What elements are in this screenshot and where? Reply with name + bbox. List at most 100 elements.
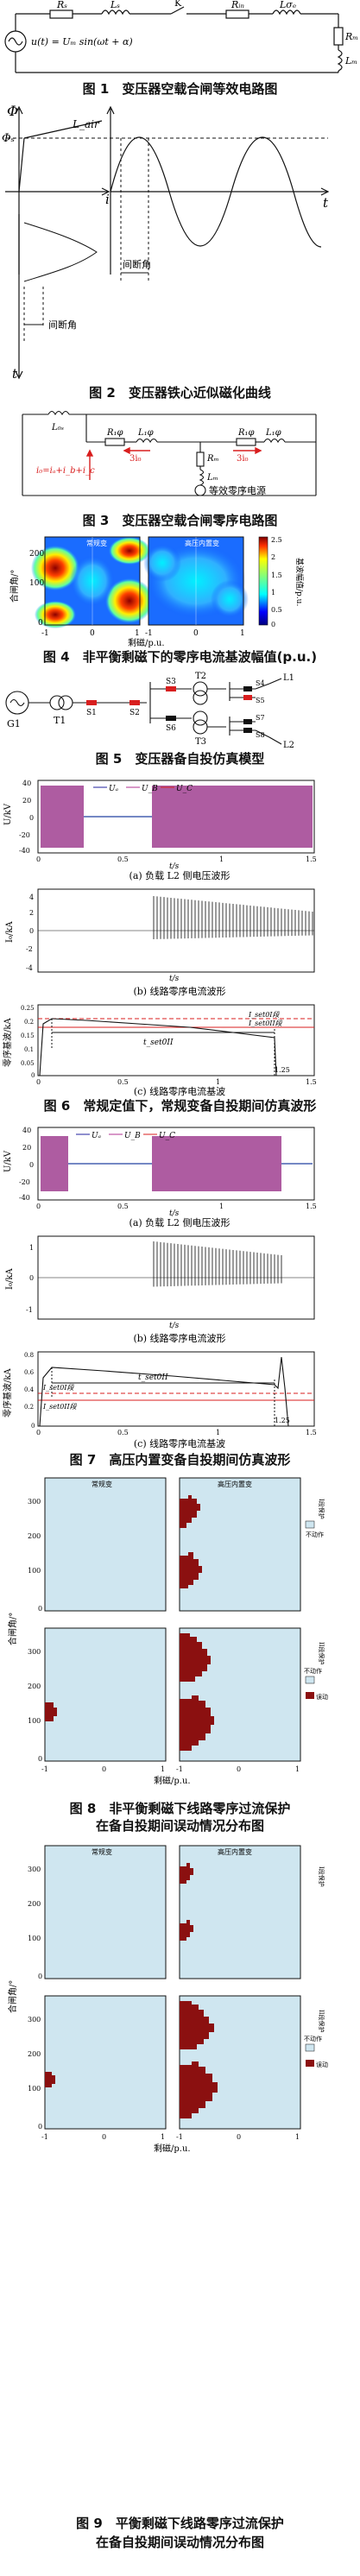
fig9-row-label-1: I段保护 xyxy=(318,1866,325,1887)
fig7c-tset: t_set0II xyxy=(138,1373,168,1382)
fig6b-ytick-1: 2 xyxy=(29,909,34,917)
label-s3: S3 xyxy=(166,678,176,686)
fig8-br-trip-region xyxy=(180,1633,214,1751)
label-r1a: R₁φ xyxy=(106,428,123,438)
fig7-legend-uc: U_C xyxy=(159,1132,175,1140)
fig9-ytick-b3: 0 xyxy=(38,2123,42,2131)
fig8-ytick-b2: 100 xyxy=(28,1717,41,1725)
fig8-xlabel: 剩磁/p.u. xyxy=(154,1775,191,1786)
label-l1a: L₁φ xyxy=(137,428,154,438)
fig9-ytick-t1: 200 xyxy=(28,1900,41,1908)
fig6c-set2: I_set0II段 xyxy=(248,1020,283,1027)
fig8-panel-bl xyxy=(44,1627,167,1762)
fig7c-ytick-4: 0 xyxy=(31,1423,35,1430)
fig8-xtick-3: -1 xyxy=(176,1765,183,1773)
fig9-panel-bl xyxy=(44,1995,167,2130)
breaker-s8 xyxy=(243,728,252,733)
label-rs: Rₛ xyxy=(56,0,67,10)
fig9-ytick-t3: 0 xyxy=(38,1973,42,1980)
fig7a-subcaption: (a) 负载 L2 侧电压波形 xyxy=(129,1216,231,1228)
fig7c-ytick-2: 0.4 xyxy=(24,1386,35,1393)
fig7c-xtick-0: 0 xyxy=(36,1429,41,1436)
fig9-br-trip-region xyxy=(180,2001,218,2118)
fig8-xtick-2: 1 xyxy=(161,1765,165,1773)
magnetization-curve: Φ Φₛ L_air i t t 间断角 间断角 xyxy=(2,103,330,382)
legend-ua: Uₐ xyxy=(109,785,118,793)
fig6a-ytick-4: -40 xyxy=(19,847,30,855)
fig7-legend-ua: Uₐ xyxy=(92,1132,101,1140)
fig8-legend-notrip xyxy=(305,1676,315,1684)
fig8-legend-notrip-t xyxy=(305,1520,315,1529)
caption-fig8b: 在备自投期间误动情况分布图 xyxy=(95,1818,264,1834)
label-g1: G1 xyxy=(7,718,21,729)
fig7a-ytick-3: -20 xyxy=(19,1178,30,1186)
x-tick-r2: 0 xyxy=(193,629,199,638)
label-ls: Lₛ xyxy=(110,0,120,10)
label-gap-1: 间断角 xyxy=(123,258,151,270)
panel-title-right: 高压内置变 xyxy=(185,539,219,547)
fig6c-ytick-3: 0.1 xyxy=(24,1046,34,1053)
y-tick-0: 0 xyxy=(38,619,43,628)
fig7a-ytick-0: 40 xyxy=(22,1127,31,1134)
fig8-xtick-0: -1 xyxy=(41,1765,48,1773)
y-tick-100: 100 xyxy=(29,579,44,588)
caption-fig8a: 图 8 非平衡剩磁下线路零序过流保护 xyxy=(69,1801,291,1816)
fig7b-ylabel: I₀/kA xyxy=(5,1268,15,1290)
fig6c-xtick-0: 0 xyxy=(36,1078,41,1086)
fig9-ytick-b1: 200 xyxy=(28,2050,41,2058)
fig6b-current-trace xyxy=(153,896,313,939)
breaker-s3 xyxy=(166,686,176,691)
fig8-ytick-t1: 200 xyxy=(28,1532,41,1540)
fig8-legend-trip-label: 误动 xyxy=(316,1693,328,1701)
label-t1: T1 xyxy=(54,715,66,726)
breaker-s2 xyxy=(129,700,140,705)
fig6c-mark: 1.25 xyxy=(275,1066,290,1074)
cbar-label: 基波幅值/p.u. xyxy=(294,558,305,606)
fig8-tr-trip-region xyxy=(180,1495,202,1588)
label-s1: S1 xyxy=(86,709,97,717)
caption-fig2: 图 2 变压器铁心近似磁化曲线 xyxy=(89,385,271,401)
caption-fig3: 图 3 变压器空载合闸零序电路图 xyxy=(82,513,278,528)
fig8-panel-tr xyxy=(179,1477,301,1612)
fig7b-ytick-0: 1 xyxy=(29,1244,34,1252)
fig6a-subcaption: (a) 负载 L2 侧电压波形 xyxy=(129,869,231,881)
axis-t: t xyxy=(323,195,329,211)
breaker-s1 xyxy=(86,700,97,705)
label-t3: T3 xyxy=(195,737,206,747)
label-s8: S8 xyxy=(256,731,265,739)
caption-fig5: 图 5 变压器备自投仿真模型 xyxy=(95,751,265,767)
x-tick-l2: 0 xyxy=(90,629,95,638)
caption-fig9b: 在备自投期间误动情况分布图 xyxy=(95,2535,264,2550)
fig8-distribution: 常规变 高压内置变 300 200 100 0 300 200 100 0 合闸… xyxy=(7,1477,328,1786)
fig6c-set1: I_set0I段 xyxy=(248,1011,280,1019)
fig8-panel-tl xyxy=(44,1477,167,1612)
fig7c-set2: I_set0II段 xyxy=(42,1403,78,1411)
fig7b-subcaption: (b) 线路零序电流波形 xyxy=(133,1332,225,1344)
fig8-ytick-t0: 300 xyxy=(28,1498,41,1506)
label-3i0-left: 3i₀ xyxy=(129,454,142,464)
figure-8: 常规变 高压内置变 300 200 100 0 300 200 100 0 合闸… xyxy=(0,1473,360,1818)
cbar-tick-5: 0 xyxy=(271,621,275,628)
fig6a-xtick-1: 0.5 xyxy=(117,856,129,863)
breaker-s5 xyxy=(243,695,252,700)
fig7c-ytick-3: 0.2 xyxy=(24,1404,34,1411)
y-tick-200: 200 xyxy=(29,550,44,559)
fig8-ytick-b3: 0 xyxy=(38,1755,42,1763)
fig8-ylabel: 合闸角/° xyxy=(7,1613,18,1645)
fig9-ylabel: 合闸角/° xyxy=(7,1980,18,2013)
fig9-panel-tl xyxy=(44,1845,167,1979)
label-3i0-right: 3i₀ xyxy=(237,454,249,464)
breaker-s6 xyxy=(166,716,176,721)
fig9-tr-trip-region xyxy=(180,1863,193,1941)
fig9-bl-trip-region xyxy=(45,2072,55,2087)
fig7a-wave-2 xyxy=(152,1136,281,1191)
fig6b-ytick-4: -4 xyxy=(26,964,33,972)
zero-sequence-circuit: L₀ₛ R₁φ L₁φ R₁φ L₁φ Rₘ Lₘ 3i₀ 3i₀ i₀=iₐ+… xyxy=(22,410,317,496)
fig9-xtick-5: 1 xyxy=(295,2133,300,2141)
figure-9: 常规变 高压内置变 300 200 100 0 300 200 100 0 合闸… xyxy=(0,1840,360,2186)
fig7c-xtick-2: 1 xyxy=(216,1429,220,1436)
fig6c-fundamental-curve xyxy=(39,1018,277,1076)
fig7c-axes xyxy=(37,1351,315,1427)
fig7a-xtick-0: 0 xyxy=(36,1203,41,1210)
fig9-xtick-2: 1 xyxy=(161,2133,165,2141)
